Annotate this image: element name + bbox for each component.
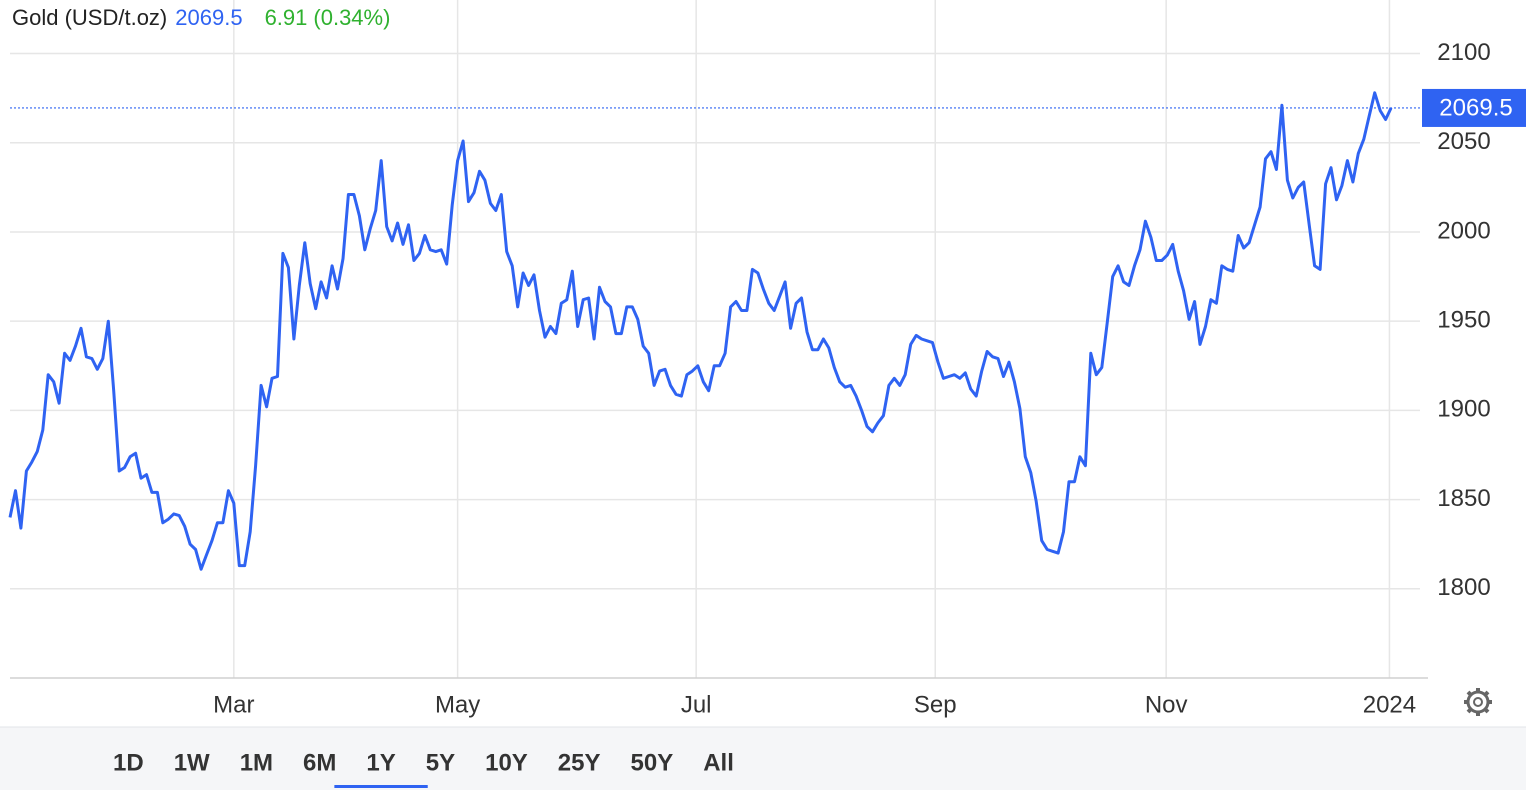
y-tick-label: 2100 — [1437, 39, 1490, 66]
x-tick-label: 2024 — [1363, 691, 1416, 718]
range-button[interactable]: 6M — [303, 749, 336, 776]
x-tick-label: Sep — [914, 691, 957, 718]
price-line-series — [8, 91, 1393, 571]
change-percent: (0.34%) — [313, 5, 390, 30]
range-button[interactable]: 5Y — [426, 749, 455, 776]
range-button[interactable]: 25Y — [558, 749, 601, 776]
header: Gold (USD/t.oz) 2069.5 6.91 (0.34%) — [12, 5, 390, 30]
range-button[interactable]: 10Y — [485, 749, 528, 776]
y-tick-label: 2050 — [1437, 128, 1490, 155]
range-bar — [0, 727, 1526, 790]
y-tick-label: 1950 — [1437, 307, 1490, 334]
range-button[interactable]: 1W — [174, 749, 210, 776]
settings-icon[interactable] — [1464, 688, 1492, 716]
gear-hub[interactable] — [1473, 697, 1483, 707]
chart-title: Gold (USD/t.oz) — [12, 5, 167, 30]
selected-underline — [334, 785, 428, 788]
x-tick-label: Mar — [213, 691, 254, 718]
price-box — [1422, 88, 1526, 127]
price-box-label: 2069.5 — [1439, 94, 1512, 121]
x-tick-label: Jul — [681, 691, 712, 718]
range-button[interactable]: 1D — [113, 749, 144, 776]
gear-teeth[interactable] — [1464, 688, 1492, 716]
y-tick-label: 1850 — [1437, 485, 1490, 512]
range-button[interactable]: 1Y — [366, 749, 395, 776]
y-tick-label: 2000 — [1437, 217, 1490, 244]
y-tick-label: 1800 — [1437, 574, 1490, 601]
grid — [10, 0, 1420, 678]
price: 2069.5 — [175, 5, 242, 30]
range-button[interactable]: All — [703, 749, 734, 776]
range-button[interactable]: 1M — [240, 749, 273, 776]
change: 6.91 — [265, 5, 308, 30]
range-button[interactable]: 50Y — [631, 749, 674, 776]
x-tick-label: May — [435, 691, 480, 718]
x-tick-label: Nov — [1145, 691, 1188, 718]
y-tick-label: 1900 — [1437, 396, 1490, 423]
